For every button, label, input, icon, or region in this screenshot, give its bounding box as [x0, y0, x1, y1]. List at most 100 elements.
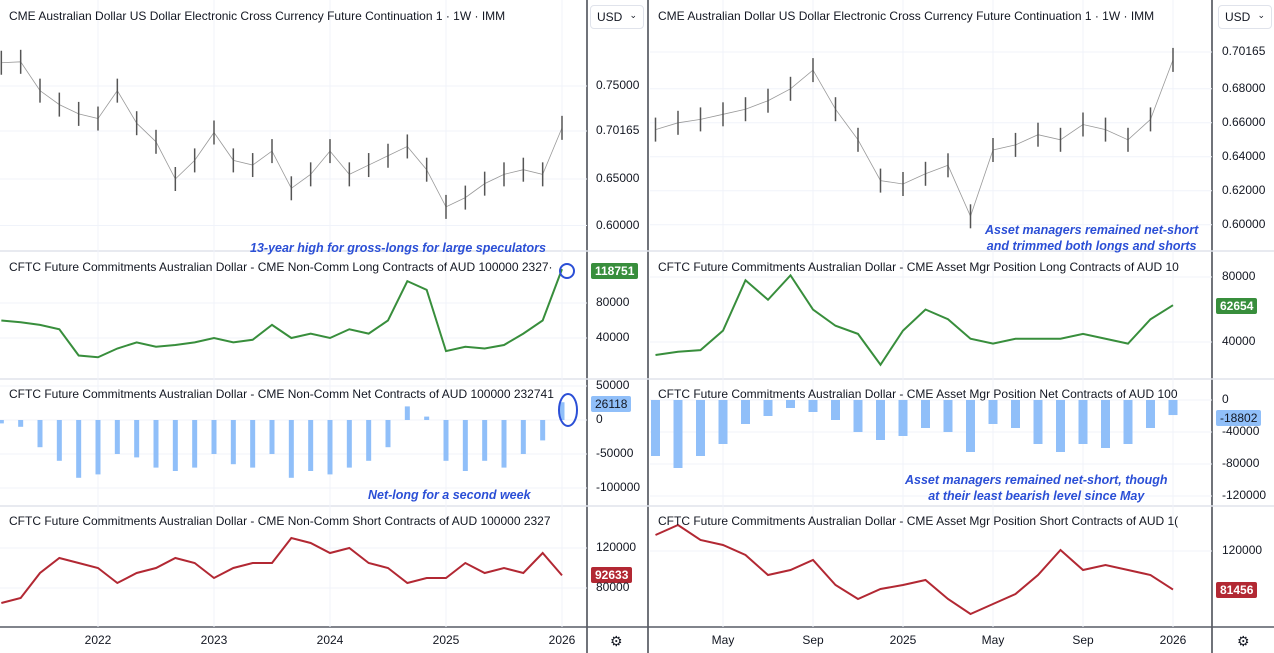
net-contracts-bar: [269, 420, 275, 454]
x-tick-label: Sep: [1072, 633, 1094, 647]
net-contracts-bar: [696, 400, 705, 456]
short-contracts-line: [655, 523, 1174, 616]
highlight-circle-net: [558, 393, 578, 427]
net-contracts-bar: [230, 420, 236, 465]
net-contracts-bar: [808, 400, 818, 412]
chevron-down-icon: ⌄: [1257, 10, 1265, 20]
net-contracts-bar: [786, 400, 795, 408]
long-tick-label: 80000: [596, 295, 630, 309]
net-contracts-bar: [943, 400, 953, 432]
net-contracts-bar: [651, 400, 660, 456]
net-contracts-bar: [741, 400, 750, 424]
currency-label: USD: [1225, 10, 1251, 24]
currency-label: USD: [597, 10, 623, 24]
annotation-price-right: Asset managers remained net-short and tr…: [985, 223, 1199, 253]
right-long-title: CFTC Future Commitments Australian Dolla…: [658, 260, 1179, 274]
net-tick-label: -50000: [596, 446, 634, 460]
net-contracts-bar: [211, 420, 217, 454]
annotation-net-right: Asset managers remained net-short, thoug…: [905, 473, 1168, 503]
net-contracts-bar: [540, 420, 546, 441]
net-contracts-bar: [1056, 400, 1065, 452]
long-contracts-line: [655, 273, 1174, 367]
right-price-title: CME Australian Dollar US Dollar Electron…: [658, 9, 1155, 23]
settings-gear-icon-left[interactable]: ⚙: [610, 633, 623, 649]
net-contracts-bar: [831, 400, 840, 420]
net-contracts-bar: [763, 400, 773, 416]
price-tick-label: 0.60000: [596, 217, 640, 232]
chevron-down-icon: ⌄: [629, 10, 637, 20]
x-tick-label: 2022: [84, 633, 112, 647]
net-contracts-bar: [424, 416, 430, 420]
net-contracts-bar: [172, 420, 178, 471]
net-contracts-bar: [385, 420, 391, 448]
net-contracts-bar: [366, 420, 372, 461]
net-contracts-bar: [482, 420, 488, 461]
net-contracts-bar: [250, 420, 256, 468]
right-long-last-badge: 62654: [1216, 298, 1258, 314]
short-tick-label: 80000: [596, 580, 630, 594]
net-contracts-bar: [56, 420, 62, 461]
net-contracts-bar: [76, 420, 82, 478]
net-contracts-bar: [134, 420, 140, 458]
net-contracts-bar: [18, 420, 24, 427]
annotation-long-left: 13-year high for gross-longs for large s…: [250, 241, 546, 255]
net-contracts-bar: [37, 420, 43, 448]
price-tick-label: 0.64000: [1222, 148, 1266, 163]
x-tick-label: 2025: [889, 633, 917, 647]
net-contracts-bar: [153, 420, 159, 468]
net-contracts-bar: [876, 400, 885, 440]
net-contracts-bar: [718, 400, 728, 444]
long-tick-label: 40000: [1222, 334, 1256, 348]
net-contracts-bar: [921, 400, 930, 428]
price-tick-label: 0.60000: [1222, 216, 1266, 231]
net-tick-label: 0: [596, 412, 603, 426]
x-tick-label: 2023: [200, 633, 228, 647]
left-net-title: CFTC Future Commitments Australian Dolla…: [9, 387, 554, 401]
net-contracts-bar: [404, 406, 410, 420]
settings-gear-icon-right[interactable]: ⚙: [1237, 633, 1250, 649]
price-tick-label: 0.65000: [596, 171, 640, 185]
left-price-title: CME Australian Dollar US Dollar Electron…: [9, 9, 506, 23]
currency-selector-left[interactable]: USD ⌄: [590, 5, 644, 29]
net-tick-label: 50000: [596, 378, 630, 392]
net-contracts-bar: [308, 420, 314, 471]
long-contracts-line: [1, 268, 563, 359]
net-contracts-bar: [1033, 400, 1043, 444]
short-tick-label: 120000: [596, 540, 637, 554]
net-contracts-bar: [288, 420, 294, 478]
net-tick-label: -40000: [1222, 424, 1260, 438]
net-contracts-bar: [1078, 400, 1088, 444]
net-contracts-bar: [95, 420, 101, 475]
net-contracts-bar: [501, 420, 507, 468]
net-contracts-bar: [559, 402, 565, 420]
annotation-net-left: Net-long for a second week: [368, 488, 531, 502]
net-contracts-bar: [673, 400, 683, 468]
net-contracts-bar: [988, 400, 998, 424]
price-line: [655, 59, 1174, 218]
long-tick-label: 40000: [596, 330, 630, 344]
net-contracts-bar: [966, 400, 975, 452]
net-tick-label: -80000: [1222, 456, 1260, 470]
net-contracts-bar: [327, 420, 333, 475]
net-contracts-bar: [1123, 400, 1133, 444]
price-tick-label: 0.62000: [1222, 182, 1266, 197]
net-contracts-bar: [853, 400, 863, 432]
short-contracts-line: [1, 536, 563, 604]
x-tick-label: May: [711, 633, 735, 647]
price-tick-label: 0.68000: [1222, 80, 1266, 95]
net-contracts-bar: [192, 420, 198, 468]
price-tick-label: 0.75000: [596, 78, 640, 92]
net-contracts-bar: [346, 420, 352, 468]
long-tick-label: 80000: [1222, 269, 1256, 283]
net-contracts-bar: [1101, 400, 1110, 448]
right-net-title: CFTC Future Commitments Australian Dolla…: [658, 387, 1178, 401]
x-tick-label: 2024: [316, 633, 344, 647]
currency-selector-right[interactable]: USD ⌄: [1218, 5, 1272, 29]
net-contracts-bar: [1168, 400, 1178, 416]
right-net-last-badge: -18802: [1216, 410, 1262, 426]
price-tick-label: 0.66000: [1222, 114, 1266, 129]
net-contracts-bar: [443, 420, 449, 461]
highlight-circle-long: [559, 263, 575, 279]
net-contracts-bar: [114, 420, 120, 454]
net-contracts-bar: [462, 420, 468, 471]
